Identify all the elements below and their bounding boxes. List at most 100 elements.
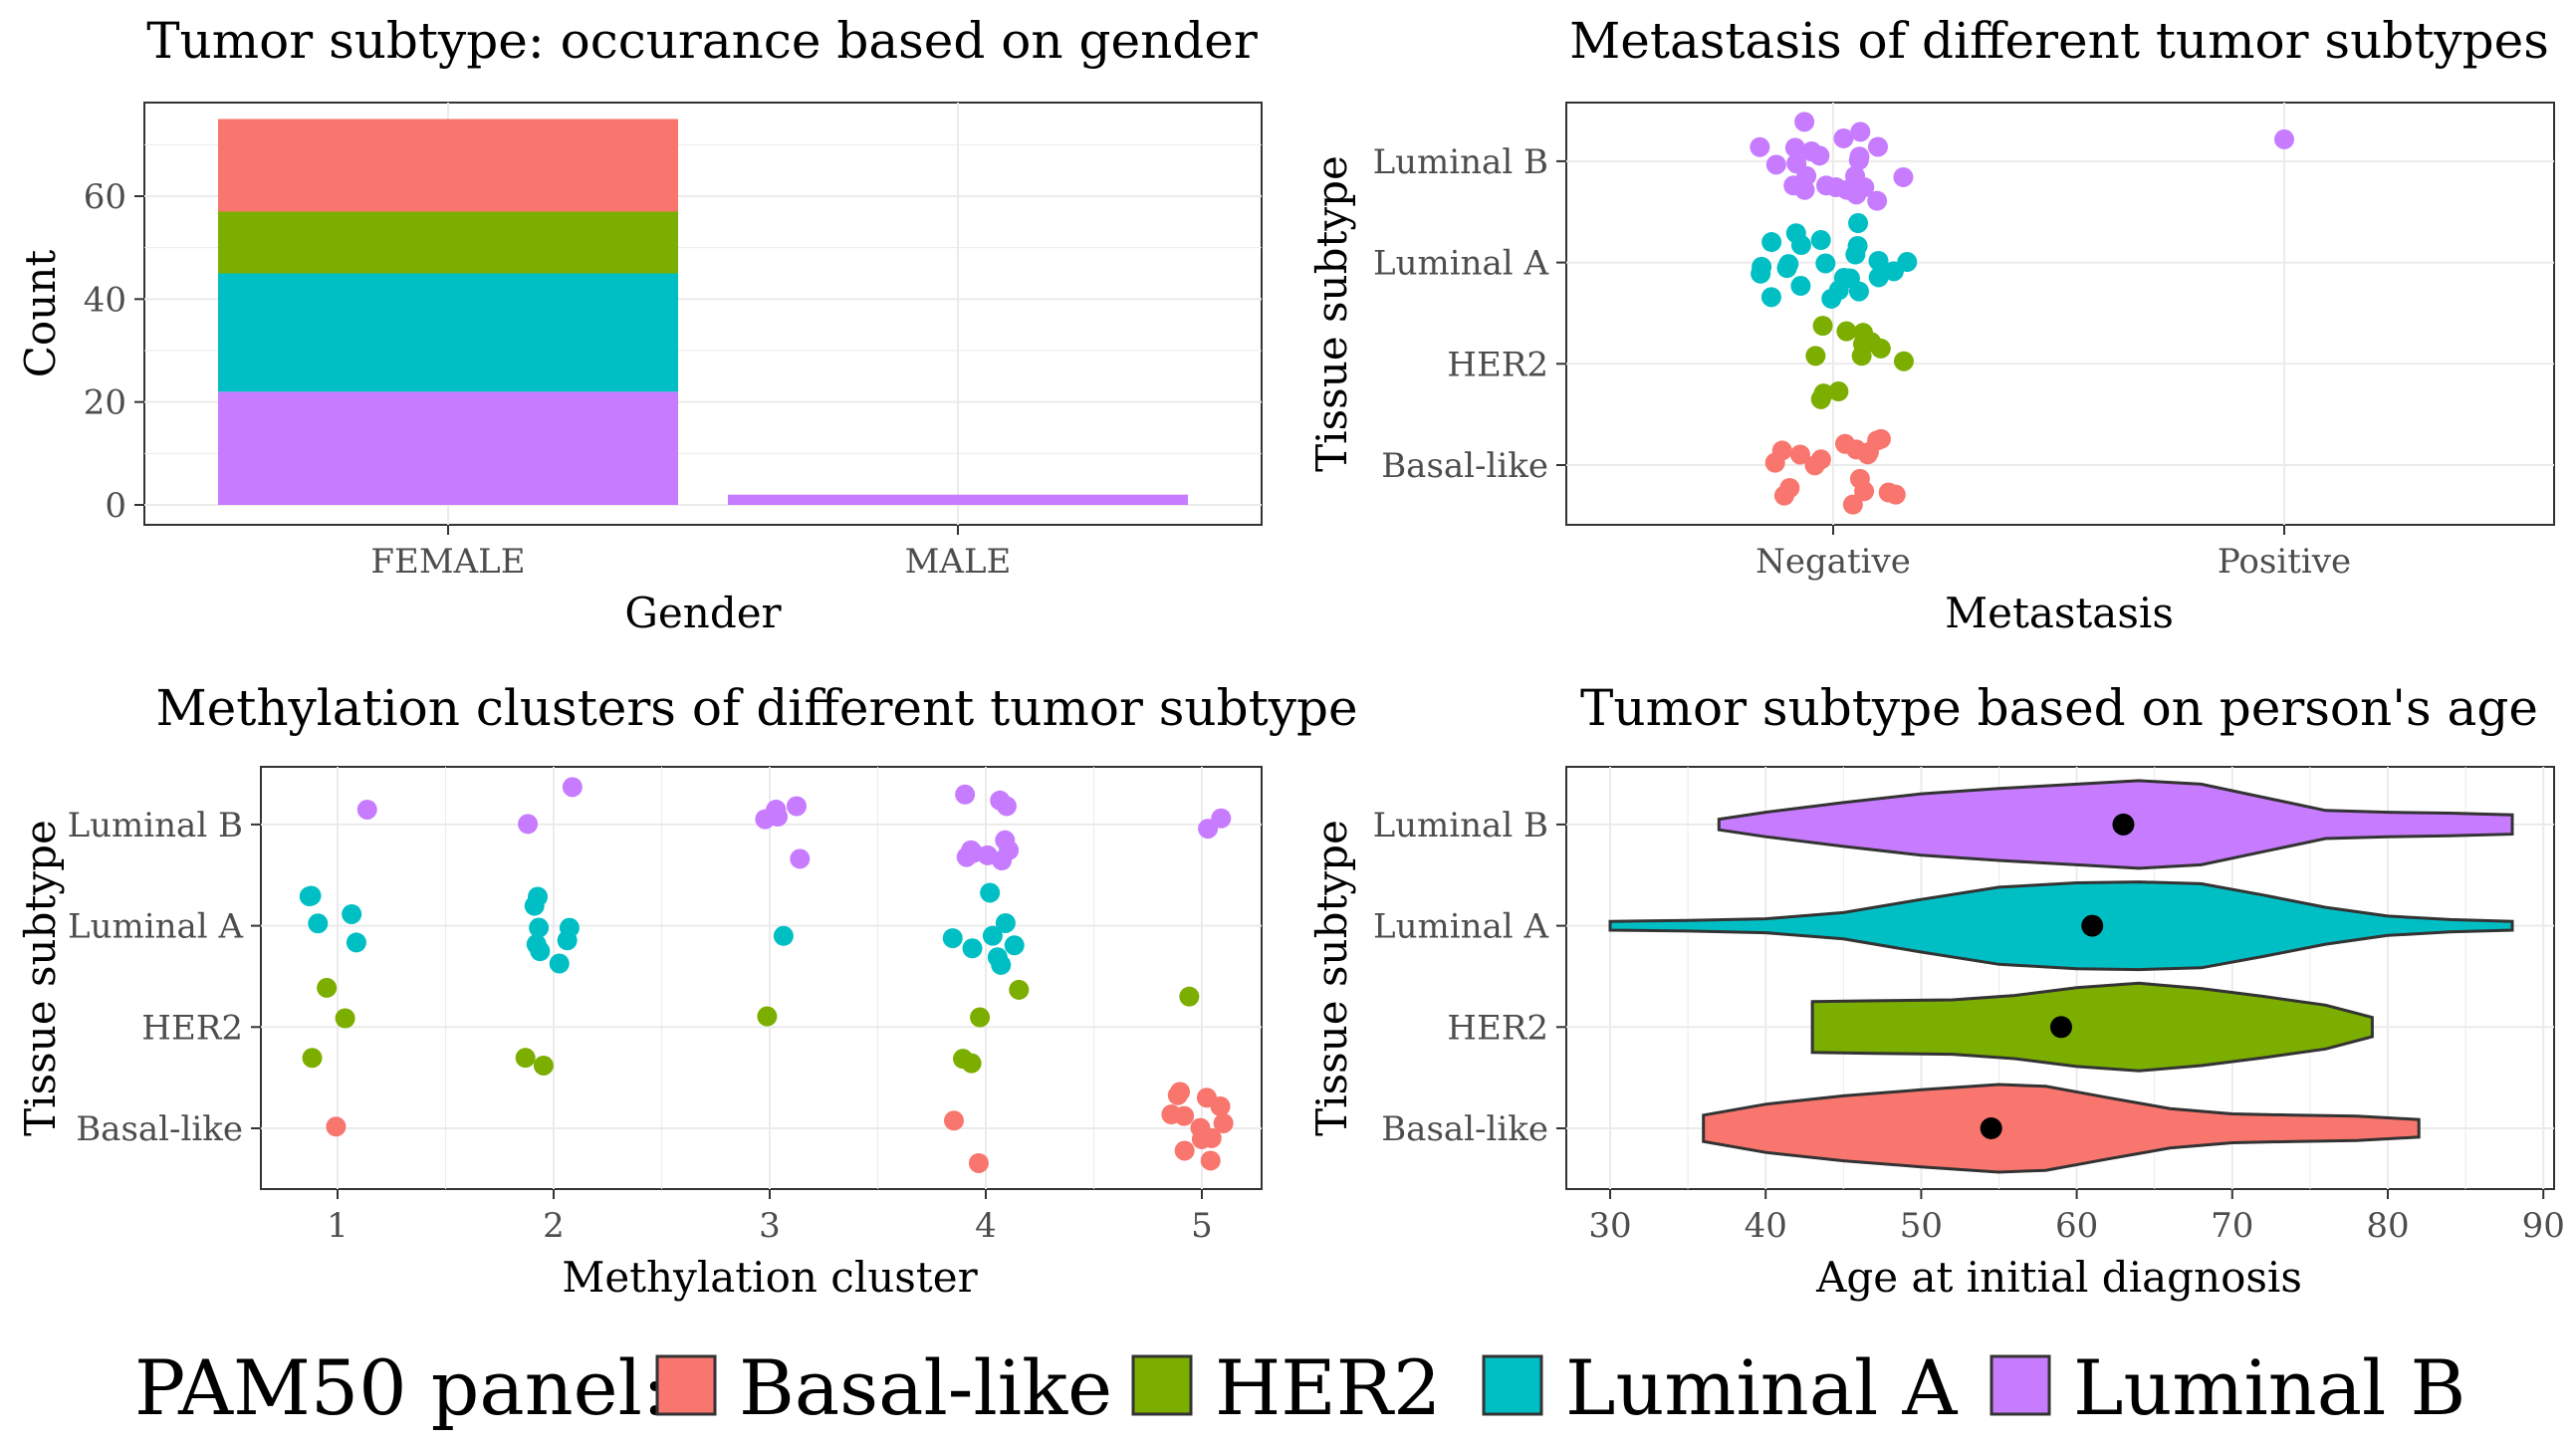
point-methylation-basal-like: [1161, 1104, 1182, 1125]
legend-swatch-basal-like: [655, 1354, 717, 1416]
panel3-y-ticks: Basal-like HER2 Luminal A Luminal B: [68, 806, 261, 1149]
point-metastasis-basal-like: [1870, 428, 1891, 449]
point-methylation-her2: [515, 1048, 536, 1069]
bar-segment-female-basal-like: [218, 119, 678, 212]
legend-label-her2: HER2: [1215, 1343, 1441, 1432]
point-methylation-basal-like: [1213, 1112, 1234, 1133]
panel1-x-tick-label: MALE: [905, 542, 1012, 582]
violin-mean-point-luminal-b: [2112, 813, 2135, 836]
bar-segment-female-luminal-b: [218, 391, 678, 505]
point-metastasis-luminal-a: [1897, 252, 1918, 273]
panel1-y-title: Count: [16, 250, 65, 378]
point-methylation-luminal-a: [942, 928, 963, 949]
panel4-x-tick-label: 40: [1745, 1206, 1787, 1246]
panel3-y-tick-label: Luminal B: [68, 806, 243, 845]
point-methylation-luminal-b: [955, 784, 976, 805]
panel1-bars: [218, 119, 1188, 505]
point-methylation-luminal-b: [518, 814, 539, 835]
point-methylation-her2: [1009, 979, 1030, 1000]
point-metastasis-luminal-a: [1761, 232, 1782, 253]
panel2-y-tick-label: Luminal A: [1373, 244, 1548, 284]
point-metastasis-luminal-a: [1790, 276, 1811, 297]
point-metastasis-luminal-a: [1848, 281, 1869, 302]
point-metastasis-basal-like: [1771, 440, 1792, 461]
panel2-x-ticks: Negative Positive: [1756, 525, 2351, 582]
point-metastasis-luminal-b: [1796, 165, 1817, 186]
point-metastasis-luminal-b: [1784, 137, 1805, 158]
point-metastasis-luminal-a: [1868, 250, 1889, 271]
point-methylation-luminal-b: [356, 799, 377, 820]
legend-label-basal-like: Basal-like: [739, 1343, 1112, 1432]
point-methylation-her2: [302, 1048, 323, 1069]
panel3-y-tick-label: Basal-like: [76, 1109, 243, 1149]
panel-age-violin: Tumor subtype based on person's age Basa…: [1307, 679, 2565, 1302]
point-methylation-her2: [1179, 986, 1200, 1007]
panel3-x-tick-label: 3: [759, 1206, 781, 1246]
panel1-x-title: Gender: [624, 589, 782, 637]
point-methylation-luminal-a: [342, 903, 362, 924]
panel3-points: [299, 777, 1234, 1173]
point-metastasis-her2: [1836, 321, 1857, 342]
point-methylation-luminal-b: [990, 790, 1011, 811]
point-methylation-luminal-b: [963, 843, 984, 863]
panel3-x-tick-label: 1: [327, 1206, 349, 1246]
panel4-x-tick-label: 60: [2055, 1206, 2098, 1246]
point-metastasis-luminal-a: [1845, 244, 1866, 265]
panel4-y-tick-label: HER2: [1447, 1008, 1548, 1048]
panel1-y-ticks: 0 20 40 60: [84, 177, 144, 526]
point-metastasis-basal-like: [1779, 478, 1800, 499]
point-methylation-luminal-b: [786, 796, 807, 817]
point-metastasis-luminal-a: [1810, 230, 1831, 251]
point-metastasis-her2: [1805, 346, 1826, 366]
panel2-y-ticks: Basal-like HER2 Luminal A Luminal B: [1373, 142, 1566, 486]
point-metastasis-luminal-a: [1848, 213, 1869, 234]
panel2-y-tick-label: HER2: [1447, 345, 1548, 384]
point-methylation-luminal-a: [1004, 935, 1025, 956]
point-methylation-luminal-a: [962, 938, 983, 959]
point-methylation-luminal-a: [346, 932, 366, 953]
point-methylation-luminal-a: [549, 953, 570, 974]
point-methylation-luminal-b: [1211, 808, 1232, 829]
point-metastasis-luminal-b: [1893, 166, 1914, 187]
panel1-x-ticks: FEMALE MALE: [370, 525, 1011, 582]
panel-metastasis-scatter: Metastasis of different tumor subtypes B…: [1307, 12, 2555, 637]
point-metastasis-her2: [1828, 381, 1849, 402]
bar-segment-female-luminal-a: [218, 273, 678, 392]
point-methylation-her2: [961, 1053, 982, 1074]
point-methylation-luminal-a: [995, 912, 1016, 933]
legend-label-luminal-a: Luminal A: [1565, 1343, 1959, 1432]
point-methylation-basal-like: [326, 1116, 347, 1137]
panel2-title: Metastasis of different tumor subtypes: [1569, 12, 2549, 70]
panel4-y-tick-label: Luminal A: [1373, 907, 1548, 947]
point-metastasis-luminal-a: [1776, 258, 1797, 279]
point-metastasis-her2: [1810, 388, 1831, 409]
point-methylation-luminal-b: [768, 807, 789, 828]
point-methylation-luminal-a: [530, 941, 551, 962]
panel2-x-tick-label: Positive: [2218, 542, 2351, 582]
panel4-title: Tumor subtype based on person's age: [1580, 679, 2538, 737]
point-methylation-basal-like: [968, 1152, 989, 1173]
legend-swatch-luminal-a: [1482, 1354, 1543, 1416]
point-methylation-luminal-a: [557, 930, 578, 951]
point-metastasis-luminal-b: [1794, 112, 1815, 132]
point-metastasis-luminal-b: [1750, 136, 1770, 157]
point-metastasis-luminal-a: [1751, 263, 1771, 284]
violin-luminal-a: [1608, 880, 2514, 972]
panel4-y-tick-label: Basal-like: [1381, 1109, 1548, 1149]
panel4-y-tick-label: Luminal B: [1373, 806, 1548, 845]
point-methylation-basal-like: [1201, 1127, 1222, 1148]
panel4-x-tick-label: 80: [2366, 1206, 2409, 1246]
point-metastasis-luminal-a: [1833, 268, 1854, 289]
panel3-x-tick-label: 4: [975, 1206, 997, 1246]
point-metastasis-luminal-b: [1801, 141, 1822, 162]
panel4-x-tick-label: 90: [2522, 1206, 2565, 1246]
point-metastasis-basal-like: [1789, 444, 1810, 465]
point-metastasis-luminal-b: [2274, 128, 2294, 149]
legend-items: Basal-like HER2 Luminal A Luminal B: [655, 1343, 2465, 1432]
violin-mean-point-her2: [2049, 1016, 2072, 1039]
legend-label-luminal-b: Luminal B: [2073, 1343, 2465, 1432]
panel3-plot-border: [260, 766, 1263, 1190]
point-methylation-basal-like: [1200, 1150, 1221, 1171]
panel3-x-tick-label: 5: [1191, 1206, 1213, 1246]
panel4-x-tick-label: 30: [1588, 1206, 1631, 1246]
